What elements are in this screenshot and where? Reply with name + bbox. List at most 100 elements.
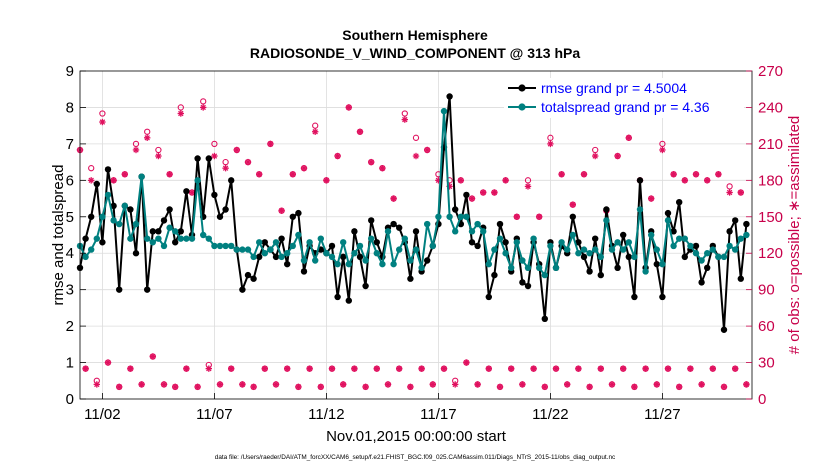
totalspread-point — [631, 253, 638, 261]
totalspread-point — [177, 235, 184, 242]
obs-assimilated-marker — [480, 189, 487, 196]
totalspread-point — [620, 246, 627, 253]
obs-assimilated-marker — [558, 171, 565, 178]
obs-assimilated-marker — [379, 164, 386, 172]
series-lines — [76, 93, 750, 333]
totalspread-point — [160, 242, 168, 250]
obs-assimilated-marker — [149, 353, 156, 360]
rmse-point — [407, 275, 414, 282]
legend-rmse-marker — [518, 84, 526, 92]
totalspread-point — [670, 242, 677, 250]
rmse-point — [575, 239, 582, 246]
obs-assimilated-marker — [726, 189, 733, 196]
totalspread-point — [278, 253, 285, 261]
totalspread-point — [356, 242, 364, 250]
totalspread-point — [541, 271, 548, 279]
rmse-point — [704, 264, 711, 271]
totalspread-point — [597, 253, 604, 261]
totalspread-point — [636, 206, 644, 213]
totalspread-point — [368, 235, 375, 242]
rmse-point — [239, 286, 246, 293]
obs-assimilated-marker — [261, 365, 268, 372]
left-tick-label: 2 — [66, 318, 74, 335]
totalspread-point — [709, 246, 716, 253]
rmse-point — [390, 220, 397, 228]
obs-possible-marker — [592, 146, 599, 154]
totalspread-point — [743, 231, 750, 239]
rmse-point — [468, 239, 476, 246]
obs-assimilated-marker — [82, 365, 89, 372]
totalspread-point — [228, 242, 235, 250]
obs-assimilated-marker — [194, 383, 201, 391]
obs-assimilated-marker — [608, 381, 616, 388]
rmse-point — [396, 224, 403, 231]
totalspread-point — [93, 235, 101, 242]
obs-assimilated-marker — [519, 381, 526, 388]
obs-assimilated-marker — [160, 381, 168, 388]
obs-assimilated-marker — [659, 146, 666, 154]
totalspread-point — [88, 246, 95, 253]
x-tick-label: 11/22 — [532, 406, 568, 423]
rmse-point — [580, 253, 588, 261]
rmse-point — [88, 213, 95, 220]
rmse-point — [250, 275, 257, 282]
totalspread-point — [463, 213, 470, 220]
obs-assimilated-marker — [681, 177, 688, 184]
footer-data-file: data file: /Users/raeder/DAI/ATM_forcXX/… — [215, 454, 616, 461]
rmse-point — [244, 271, 252, 279]
rmse-point — [256, 253, 263, 261]
obs-assimilated-marker — [412, 152, 420, 160]
obs-assimilated-marker — [485, 365, 492, 372]
obs-assimilated-marker — [289, 171, 296, 178]
rmse-point — [216, 213, 224, 220]
totalspread-point — [569, 231, 576, 239]
right-tick-label: 30 — [758, 355, 775, 372]
obs-assimilated-marker — [586, 383, 593, 391]
rmse-point — [284, 260, 291, 268]
obs-assimilated-marker — [166, 171, 173, 178]
obs-assimilated-marker — [457, 177, 464, 184]
totalspread-point — [659, 260, 666, 268]
chart-subtitle: RADIOSONDE_V_WIND_COMPONENT @ 313 hPa — [250, 45, 580, 61]
x-tick-label: 11/02 — [84, 406, 120, 423]
totalspread-point — [491, 246, 498, 253]
right-tick-label: 0 — [758, 391, 766, 408]
totalspread-point — [457, 213, 464, 220]
rmse-point — [698, 279, 705, 286]
obs-possible-marker — [547, 134, 554, 141]
totalspread-point — [519, 257, 526, 264]
obs-assimilated-marker — [233, 146, 240, 154]
left-tick-label: 5 — [66, 209, 74, 226]
left-tick-label: 6 — [66, 172, 74, 189]
totalspread-point — [250, 253, 257, 261]
totalspread-point — [345, 260, 352, 268]
obs-assimilated-marker — [121, 171, 128, 178]
totalspread-point — [149, 239, 156, 246]
totalspread-point — [233, 246, 240, 253]
rmse-point — [452, 206, 459, 213]
totalspread-point — [502, 250, 509, 257]
totalspread-point — [239, 246, 246, 253]
obs-assimilated-marker — [513, 213, 520, 220]
totalspread-point — [127, 235, 134, 242]
rmse-point — [127, 206, 134, 213]
rmse-point — [356, 253, 364, 261]
rmse-point — [110, 202, 117, 210]
obs-assimilated-marker — [323, 177, 330, 184]
obs-assimilated-marker — [267, 140, 274, 148]
rmse-point — [603, 206, 610, 213]
obs-assimilated-marker — [110, 177, 117, 184]
obs-assimilated-marker — [743, 381, 750, 388]
totalspread-point — [715, 253, 722, 261]
totalspread-point — [625, 239, 632, 246]
rmse-point — [412, 228, 420, 235]
legend-box — [504, 78, 744, 118]
obs-assimilated-marker — [491, 189, 498, 196]
rmse-point — [149, 228, 156, 235]
totalspread-point — [373, 250, 380, 257]
totalspread-point — [480, 228, 487, 235]
rmse-point — [692, 242, 700, 250]
totalspread-point — [452, 228, 459, 235]
rmse-point — [328, 242, 336, 250]
obs-assimilated-marker — [440, 365, 448, 372]
